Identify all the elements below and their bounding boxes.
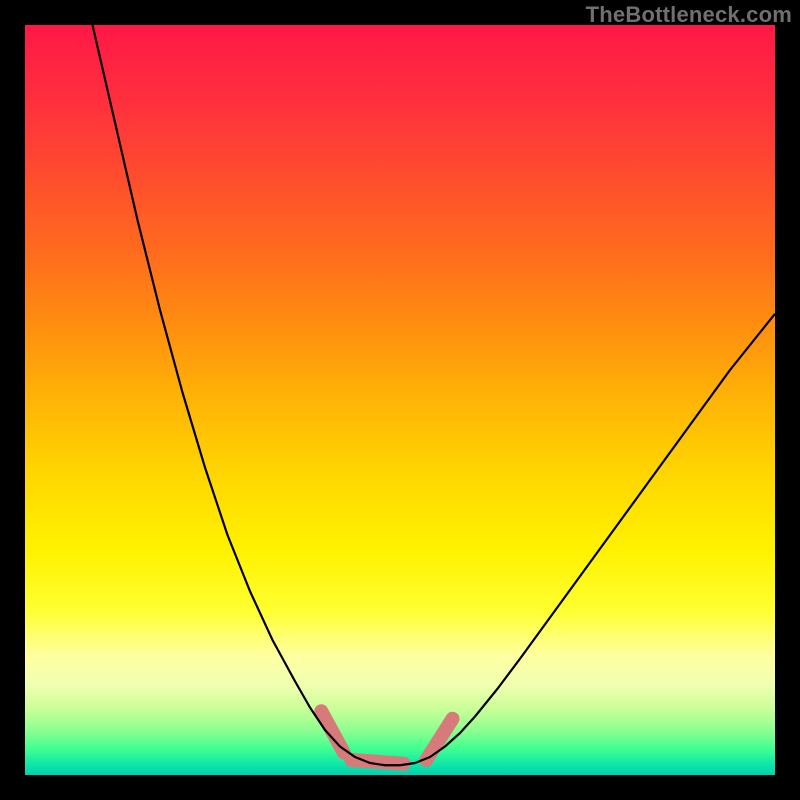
watermark-text: TheBottleneck.com: [586, 2, 792, 28]
gradient-background: [25, 25, 775, 775]
plot-area: [25, 25, 775, 775]
chart-svg: [25, 25, 775, 775]
chart-frame: TheBottleneck.com: [0, 0, 800, 800]
